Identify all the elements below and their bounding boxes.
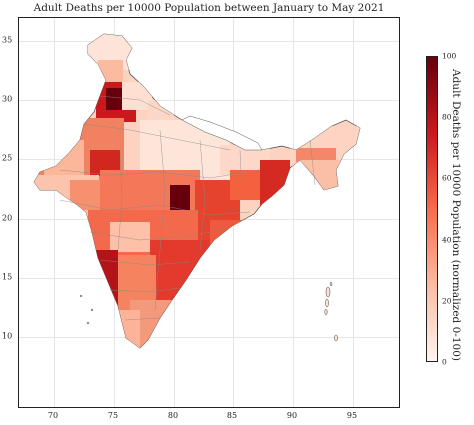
x-tick-95: 95 (346, 411, 358, 420)
grid-line-y-30 (19, 100, 399, 101)
y-tick-25: 25 (2, 153, 13, 163)
lakshadweep-islands (79, 294, 94, 325)
y-tick-35: 35 (2, 35, 13, 45)
region-mp-dark (170, 185, 190, 215)
grid-line-y-15 (19, 278, 399, 279)
region-west-bengal (260, 160, 290, 210)
grid-line-x-70 (54, 18, 55, 407)
colorbar-tick-100: 100 (442, 51, 457, 61)
region-gujarat-mid (70, 180, 100, 210)
colorbar-tick-40: 40 (442, 235, 452, 245)
map-title: Adult Deaths per 10000 Population betwee… (33, 2, 385, 14)
x-tick-75: 75 (107, 411, 119, 420)
region-odisha (210, 220, 255, 250)
colorbar-tick-20: 20 (442, 296, 452, 306)
region-kerala (118, 310, 140, 348)
y-tick-30: 30 (2, 94, 13, 104)
district-fills (34, 34, 360, 348)
nepal-blank (181, 115, 263, 151)
grid-line-y-10 (19, 337, 399, 338)
colorbar-label: Adult Deaths per 10000 Population (norma… (450, 69, 462, 361)
grid-line-x-95 (353, 18, 354, 407)
colorbar (426, 56, 438, 362)
x-tick-70: 70 (47, 411, 59, 420)
district-boundaries (59, 95, 316, 321)
grid-line-x-90 (293, 18, 294, 407)
region-assam (296, 148, 336, 162)
region-northeast-south (300, 160, 340, 190)
y-tick-10: 10 (2, 331, 13, 341)
region-punjab-dark (106, 88, 122, 110)
y-tick-20: 20 (2, 213, 13, 223)
region-maharashtra-light (110, 222, 150, 252)
x-tick-90: 90 (286, 411, 298, 420)
region-himachal (122, 82, 152, 110)
x-tick-85: 85 (226, 411, 238, 420)
x-tick-80: 80 (167, 411, 179, 420)
andaman-islands (324, 281, 338, 342)
region-rajasthan-light (44, 140, 84, 180)
region-uttarakhand (148, 100, 174, 122)
colorbar-tick-0: 0 (442, 357, 447, 367)
grid-line-y-35 (19, 41, 399, 42)
colorbar-tick-60: 60 (442, 173, 452, 183)
colorbar-tick-80: 80 (442, 112, 452, 122)
region-jammu (98, 60, 123, 82)
y-tick-15: 15 (2, 272, 13, 282)
